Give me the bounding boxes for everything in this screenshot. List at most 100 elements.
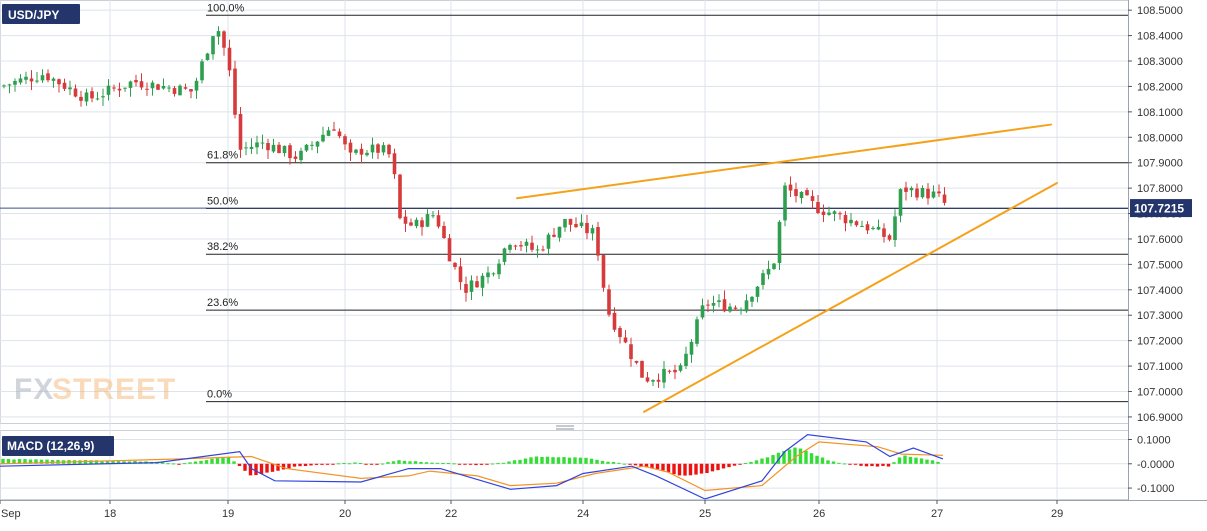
last-price-tag-bg [1130,199,1192,218]
price-tick-label-16: 108.5000 [1137,5,1183,17]
candle-body-73 [403,216,408,224]
macd-histogram-bar-122 [672,463,676,475]
candle-body-96 [530,242,534,250]
candle-body-107 [590,228,595,234]
candle-body-70 [387,144,391,155]
macd-histogram-bar-63 [347,463,352,465]
macd-histogram-bar-170 [936,461,940,464]
candle-body-94 [519,245,523,247]
macd-histogram-bar-83 [457,463,462,465]
price-tick-label-10: 107.9000 [1137,158,1183,170]
macd-histogram-bar-155 [853,463,858,465]
macd-histogram-bar-95 [523,458,528,464]
candle-body-42 [233,68,237,115]
macd-histogram-bar-47 [259,463,264,475]
macd-histogram-bar-107 [589,458,594,464]
candle-body-29 [161,86,166,89]
macd-histogram-bar-97 [534,456,539,464]
macd-histogram-bar-120 [661,463,665,471]
macd-histogram-bar-23 [127,461,132,464]
candle-body-20 [112,87,116,89]
candle-body-149 [821,211,826,215]
candle-body-124 [684,353,688,367]
macd-histogram-bar-105 [578,457,583,464]
macd-histogram-bar-59 [325,463,330,465]
macd-histogram-bar-103 [567,457,572,464]
macd-histogram-bar-67 [369,463,374,465]
macd-histogram-bar-44 [243,463,247,471]
candle-body-3 [18,78,23,83]
watermark-fx: FX [14,373,54,406]
candle-body-77 [425,214,430,227]
candle-body-164 [904,187,908,192]
day-tick-label-8: 27 [931,508,943,520]
candle-body-132 [728,306,732,312]
candle-body-170 [937,191,941,194]
candle-body-68 [376,144,380,153]
macd-histogram-bar-159 [875,463,880,467]
pane-resize-handle[interactable] [556,425,574,430]
macd-histogram-bar-90 [496,463,500,465]
candle-body-137 [755,286,760,297]
candle-body-156 [860,225,864,227]
price-tick-label-0: 106.9000 [1137,412,1183,424]
macd-histogram-bar-24 [133,460,137,464]
candle-body-151 [832,211,837,214]
candle-body-139 [766,268,771,275]
candle-body-109 [601,255,606,288]
macd-histogram-bar-131 [721,463,726,469]
candle-body-69 [381,145,386,153]
candle-body-141 [777,221,782,263]
macd-histogram-bar-79 [435,462,440,464]
macd-histogram-bar-149 [820,457,825,464]
macd-histogram-bar-116 [639,463,643,467]
macd-histogram-bar-68 [375,463,379,465]
macd-histogram-bar-19 [105,460,110,464]
candle-body-19 [106,85,111,95]
macd-histogram-bar-151 [831,461,836,464]
candle-body-145 [799,191,804,198]
macd-histogram-bar-29 [160,462,165,464]
macd-histogram-bar-71 [391,461,396,464]
macd-histogram-bar-16 [89,460,93,464]
candle-body-128 [706,304,710,306]
macd-histogram-bar-87 [479,463,484,465]
price-tick-label-9: 107.8000 [1137,183,1183,195]
macd-histogram-bar-144 [793,447,797,464]
macd-histogram-bar-36 [199,460,203,464]
candle-body-86 [475,281,479,288]
candle-body-166 [915,188,919,198]
candle-body-131 [722,299,727,312]
macd-histogram-bar-169 [930,460,935,464]
candles-layer [2,26,947,389]
macd-histogram-bar-110 [606,461,610,464]
candle-body-110 [607,289,611,315]
macd-histogram-bar-32 [177,463,181,465]
macd-histogram-bar-77 [424,462,429,464]
candle-body-50 [277,144,281,154]
candle-body-154 [849,219,853,224]
candle-body-89 [491,273,496,275]
candle-body-134 [739,309,743,311]
macd-histogram-bar-96 [529,457,533,464]
candle-body-133 [733,307,738,309]
price-tick-label-2: 107.1000 [1137,361,1183,373]
candle-body-122 [673,369,677,373]
price-tick-label-3: 107.2000 [1137,336,1183,348]
candle-body-13 [73,88,78,97]
macd-histogram-bar-152 [837,462,841,464]
macd-histogram-bar-113 [622,463,627,465]
price-tick-label-11: 108.0000 [1137,132,1183,144]
macd-histogram-bar-145 [798,448,803,464]
macd-histogram-bar-88 [485,463,489,465]
fib-label-4: 23.6% [207,297,238,309]
macd-histogram-bar-30 [166,463,170,465]
candle-body-38 [211,36,215,55]
trendline-upper [516,123,1052,200]
candle-body-39 [216,31,221,37]
main-plot-frame [0,0,1129,424]
macd-histogram-bar-17 [94,460,99,464]
candle-body-61 [337,131,342,137]
x-axis-labels: Sep 18 19 20 22 24 25 26 27 29 [0,500,1063,520]
